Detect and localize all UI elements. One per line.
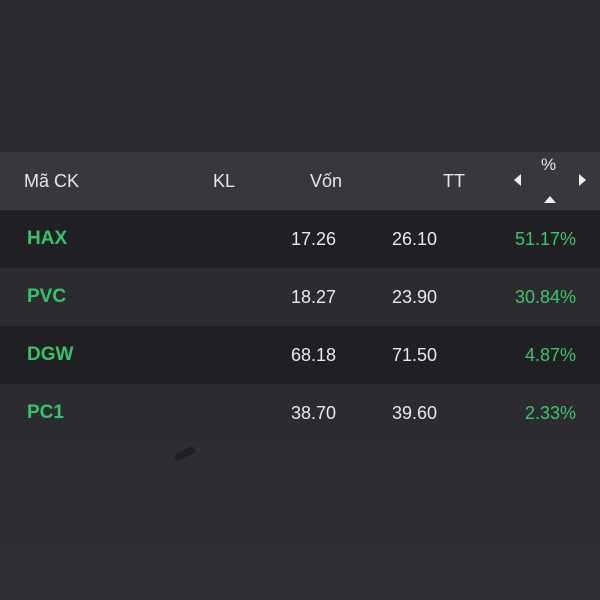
caret-left-icon[interactable] bbox=[514, 174, 521, 186]
column-header-von[interactable]: Vốn bbox=[310, 171, 343, 191]
table-header: Mã CK KL Vốn TT % bbox=[0, 152, 600, 210]
table-row[interactable]: PVC 18.27 23.90 30.84% bbox=[0, 268, 600, 326]
percent-change: 2.33% bbox=[524, 403, 576, 423]
stock-code[interactable]: PC1 bbox=[27, 402, 64, 423]
tt-value: 26.10 bbox=[391, 229, 437, 249]
column-header-kl[interactable]: KL bbox=[213, 171, 236, 191]
von-value: 38.70 bbox=[290, 403, 336, 423]
stock-code[interactable]: DGW bbox=[27, 344, 74, 365]
table-body: HAX 17.26 26.10 51.17% PVC 18.27 23.90 3… bbox=[0, 210, 600, 442]
sort-ascending-icon[interactable] bbox=[544, 196, 556, 203]
column-header-percent[interactable]: % bbox=[541, 155, 557, 174]
table-row[interactable]: DGW 68.18 71.50 4.87% bbox=[0, 326, 600, 384]
screen-smudge bbox=[173, 445, 197, 462]
stock-code[interactable]: PVC bbox=[27, 286, 67, 307]
column-header-tt[interactable]: TT bbox=[443, 171, 465, 191]
tt-value: 71.50 bbox=[391, 345, 437, 365]
percent-change: 30.84% bbox=[514, 287, 576, 307]
percent-change: 51.17% bbox=[514, 229, 576, 249]
table-row[interactable]: HAX 17.26 26.10 51.17% bbox=[0, 210, 600, 268]
tt-value: 39.60 bbox=[391, 403, 437, 423]
column-header-code[interactable]: Mã CK bbox=[24, 171, 80, 191]
tt-value: 23.90 bbox=[391, 287, 437, 307]
caret-right-icon[interactable] bbox=[579, 174, 586, 186]
von-value: 17.26 bbox=[290, 229, 336, 249]
table-row[interactable]: PC1 38.70 39.60 2.33% bbox=[0, 384, 600, 442]
stock-code[interactable]: HAX bbox=[27, 228, 68, 249]
von-value: 18.27 bbox=[290, 287, 336, 307]
von-value: 68.18 bbox=[290, 345, 336, 365]
percent-change: 4.87% bbox=[524, 345, 576, 365]
